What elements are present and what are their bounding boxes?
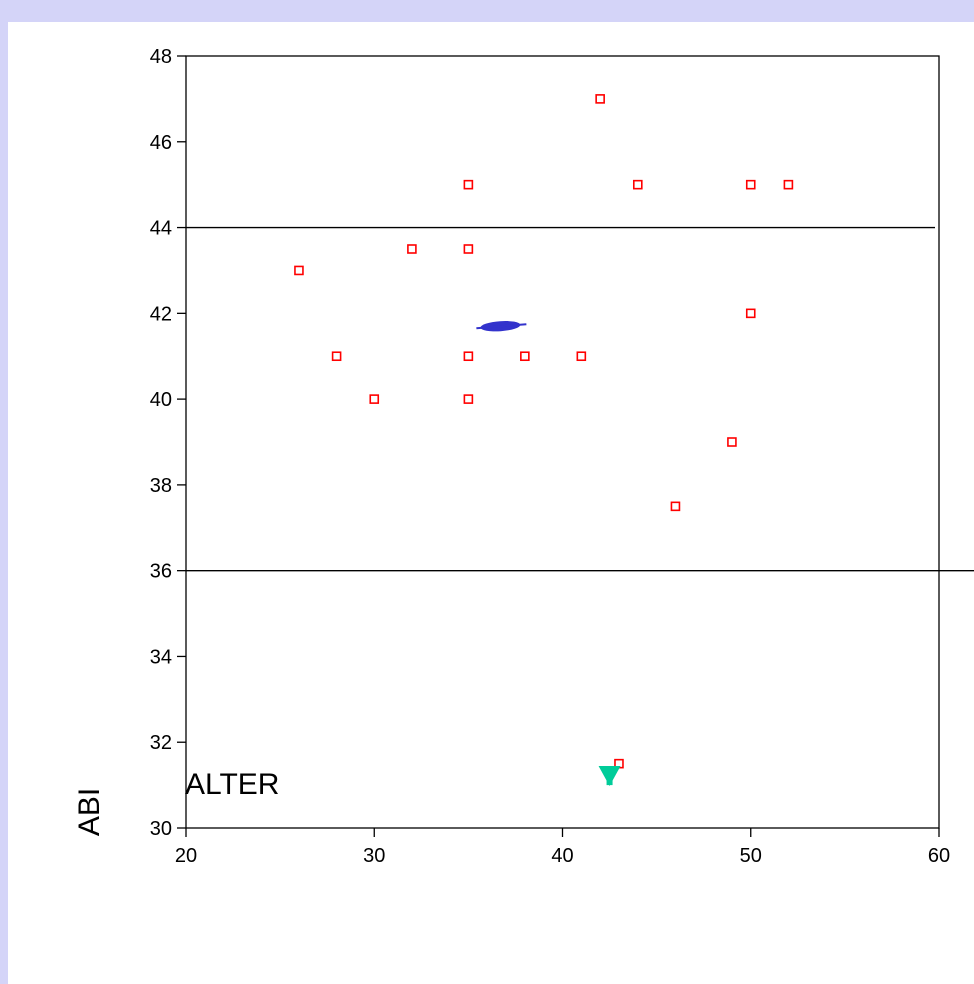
y-tick-label: 30 <box>150 818 172 840</box>
y-tick-label: 36 <box>150 561 172 583</box>
y-tick-label: 32 <box>150 732 172 754</box>
y-tick-label: 38 <box>150 475 172 497</box>
data-point <box>463 244 474 254</box>
plot-frame <box>185 55 940 829</box>
x-axis-title: ALTER <box>185 768 279 801</box>
data-point <box>745 308 756 319</box>
y-axis-ticks: 30 32 34 36 38 40 42 44 46 48 <box>150 46 186 840</box>
x-tick-label: 30 <box>363 845 385 867</box>
y-tick-label: 42 <box>150 303 172 325</box>
data-point <box>294 265 304 276</box>
y-tick-label: 44 <box>150 218 172 240</box>
slide: 30 32 34 36 38 40 42 44 46 48 20 30 40 50 60 ABI ALTE… <box>8 22 974 984</box>
x-tick-label: 40 <box>551 845 573 867</box>
data-point <box>745 179 756 190</box>
data-point <box>595 94 605 104</box>
data-point <box>576 351 587 362</box>
x-axis-ticks: 20 30 40 50 60 <box>175 828 950 867</box>
y-tick-label: 40 <box>150 389 172 411</box>
y-tick-label: 34 <box>150 646 172 668</box>
centroid-marker <box>476 321 527 332</box>
x-tick-label: 60 <box>928 845 950 867</box>
y-tick-label: 46 <box>150 132 172 154</box>
data-point <box>331 351 342 362</box>
y-tick-label: 48 <box>150 46 172 68</box>
downward-arrow <box>598 766 621 786</box>
x-tick-label: 50 <box>740 845 762 867</box>
data-point <box>783 179 794 190</box>
reference-lines <box>186 226 974 572</box>
x-tick-label: 20 <box>175 845 197 867</box>
y-axis-title: ABI <box>73 788 106 836</box>
data-point <box>463 394 474 404</box>
data-point <box>632 179 643 190</box>
data-point <box>670 501 681 512</box>
arrow-head <box>598 766 621 786</box>
axes-group <box>185 55 940 829</box>
data-point <box>407 244 417 254</box>
centroid-stroke <box>476 323 527 330</box>
data-point <box>369 394 380 404</box>
data-point <box>727 437 737 447</box>
data-point <box>520 351 530 362</box>
data-points <box>294 94 794 769</box>
data-point <box>463 179 474 190</box>
data-point <box>463 351 474 362</box>
